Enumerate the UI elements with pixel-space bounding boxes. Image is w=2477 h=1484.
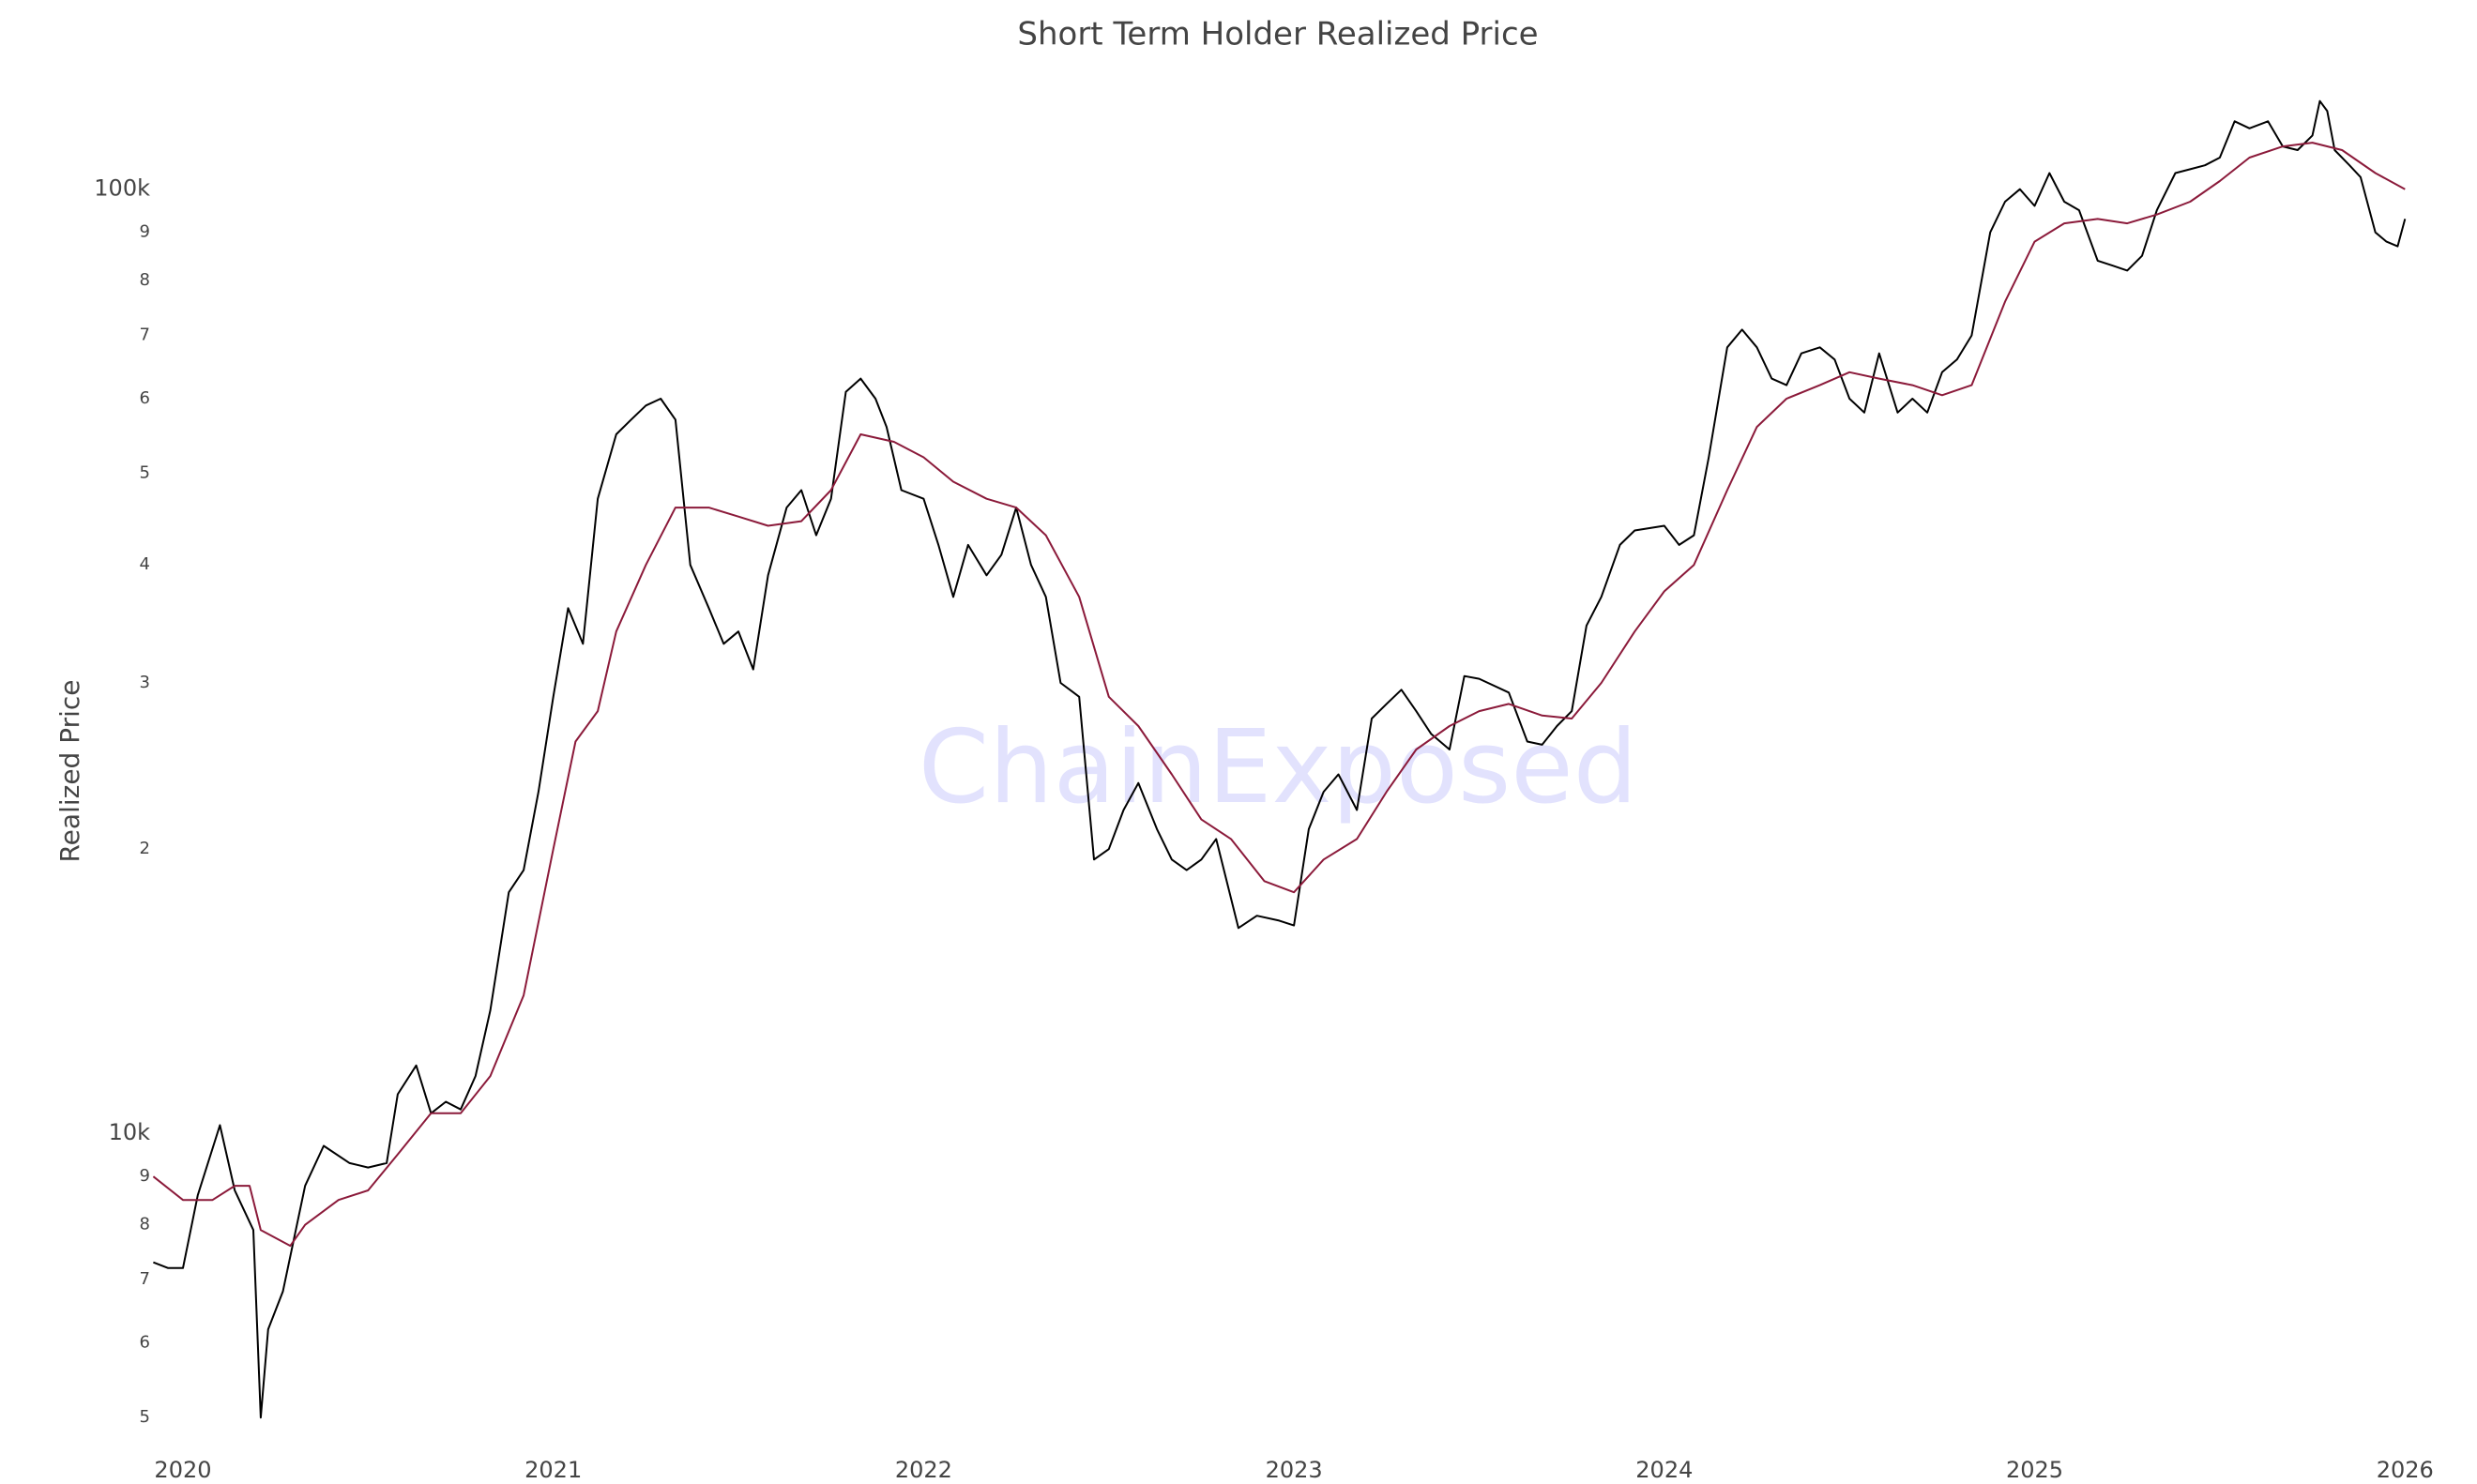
y-axis-title: Realized Price	[54, 679, 85, 862]
y-tick-label: 4	[140, 554, 150, 574]
x-tick-label: 2024	[1635, 1457, 1693, 1483]
x-tick-label: 2022	[895, 1457, 952, 1483]
y-tick-label: 5	[140, 1407, 150, 1427]
line	[153, 99, 2407, 1419]
y-tick-label: 7	[140, 1269, 150, 1289]
x-tick-label: 2020	[154, 1457, 211, 1483]
x-tick-label: 2025	[2006, 1457, 2063, 1483]
x-tick-label: 2021	[524, 1457, 582, 1483]
y-tick-label: 8	[140, 270, 150, 290]
watermark: ChainExposed	[919, 709, 1638, 826]
y-tick-label: 8	[140, 1215, 150, 1234]
line	[152, 142, 2406, 1248]
chart-title: Short Term Holder Realized Price	[1017, 16, 1538, 53]
y-tick-label: 6	[140, 1332, 150, 1352]
y-tick-label: 7	[140, 326, 150, 345]
y-tick-label: 9	[140, 1166, 150, 1186]
x-tick-label: 2026	[2377, 1457, 2434, 1483]
y-tick-label: 100k	[94, 175, 150, 202]
y-tick-label: 9	[140, 222, 150, 242]
y-tick-label: 6	[140, 388, 150, 408]
y-tick-label: 10k	[109, 1119, 151, 1145]
x-tick-label: 2023	[1266, 1457, 1323, 1483]
y-tick-label: 5	[140, 463, 150, 483]
y-tick-label: 2	[140, 839, 150, 858]
y-tick-label: 3	[140, 673, 150, 692]
